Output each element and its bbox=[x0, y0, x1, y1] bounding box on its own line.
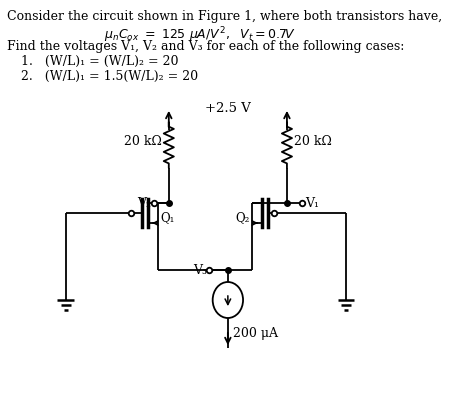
Text: Q₂: Q₂ bbox=[236, 211, 250, 224]
Text: Consider the circuit shown in Figure 1, where both transistors have,: Consider the circuit shown in Figure 1, … bbox=[7, 10, 442, 23]
Text: V₁: V₁ bbox=[305, 196, 319, 209]
Text: Find the voltages V₁, V₂ and V₃ for each of the following cases:: Find the voltages V₁, V₂ and V₃ for each… bbox=[7, 40, 404, 53]
Text: 2.   (W/L)₁ = 1.5(W/L)₂ = 20: 2. (W/L)₁ = 1.5(W/L)₂ = 20 bbox=[21, 70, 198, 83]
Text: +2.5 V: +2.5 V bbox=[205, 102, 251, 115]
Text: 20 kΩ: 20 kΩ bbox=[294, 135, 332, 147]
Text: V₂: V₂ bbox=[137, 196, 151, 209]
Text: 20 kΩ: 20 kΩ bbox=[124, 135, 162, 147]
Text: 200 μA: 200 μA bbox=[233, 327, 278, 339]
Text: $\mu_n C_{ox}\ =\ 125\ \mu A/V^2,\ \ V_t = 0.7V$: $\mu_n C_{ox}\ =\ 125\ \mu A/V^2,\ \ V_t… bbox=[104, 25, 296, 45]
Text: 1.   (W/L)₁ = (W/L)₂ = 20: 1. (W/L)₁ = (W/L)₂ = 20 bbox=[21, 55, 179, 68]
Text: Q₁: Q₁ bbox=[160, 211, 175, 224]
Text: V₃: V₃ bbox=[193, 263, 207, 276]
